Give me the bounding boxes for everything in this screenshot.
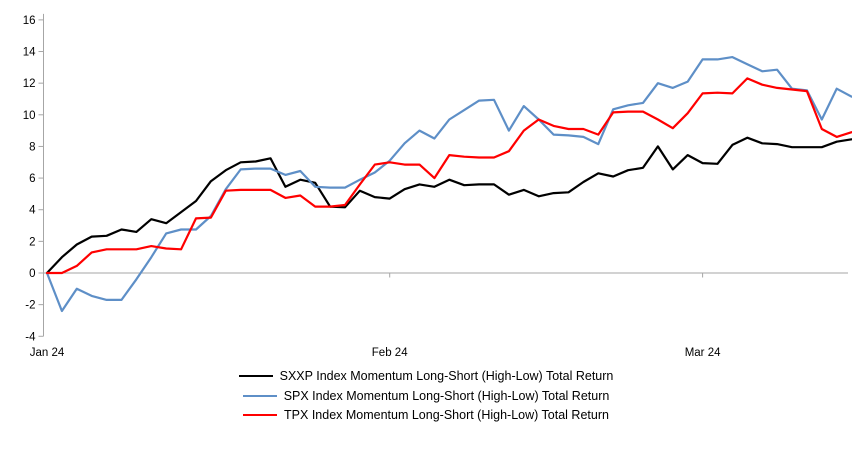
legend-item-spx: SPX Index Momentum Long-Short (High-Low)… (242, 388, 610, 403)
x-tick-label-1: Feb 24 (372, 347, 408, 359)
sxxp-line-swatch (238, 375, 273, 378)
legend-label-spx: SPX Index Momentum Long-Short (High-Low)… (283, 388, 610, 403)
y-tick-label-2: 2 (29, 236, 35, 248)
y-tick-label-8: 8 (29, 141, 35, 153)
y-tick-label-12: 12 (23, 78, 36, 90)
y-tick-label-4: 4 (29, 205, 36, 217)
sxxp-line (45, 136, 852, 275)
x-tick-label-2: Mar 24 (685, 347, 721, 359)
legend-label-sxxp: SXXP Index Momentum Long-Short (High-Low… (279, 369, 614, 383)
spx-line (45, 55, 852, 313)
y-tick-label--2: -2 (25, 300, 35, 312)
legend-label-tpx: TPX Index Momentum Long-Short (High-Low)… (284, 408, 609, 422)
tpx-line-swatch (243, 414, 278, 417)
y-tick-label--4: -4 (25, 331, 36, 343)
y-tick-label-6: 6 (29, 173, 35, 185)
x-tick-label-0: Jan 24 (30, 347, 65, 359)
y-tick-label-14: 14 (23, 47, 36, 59)
legend-item-tpx: TPX Index Momentum Long-Short (High-Low)… (243, 409, 609, 422)
spx-line-swatch (242, 394, 277, 397)
chart-legend: SXXP Index Momentum Long-Short (High-Low… (0, 370, 852, 422)
legend-item-sxxp: SXXP Index Momentum Long-Short (High-Low… (238, 369, 614, 383)
y-tick-label-16: 16 (23, 15, 36, 27)
tpx-line (45, 77, 852, 275)
y-tick-label-10: 10 (23, 110, 36, 122)
y-tick-label-0: 0 (29, 268, 35, 280)
